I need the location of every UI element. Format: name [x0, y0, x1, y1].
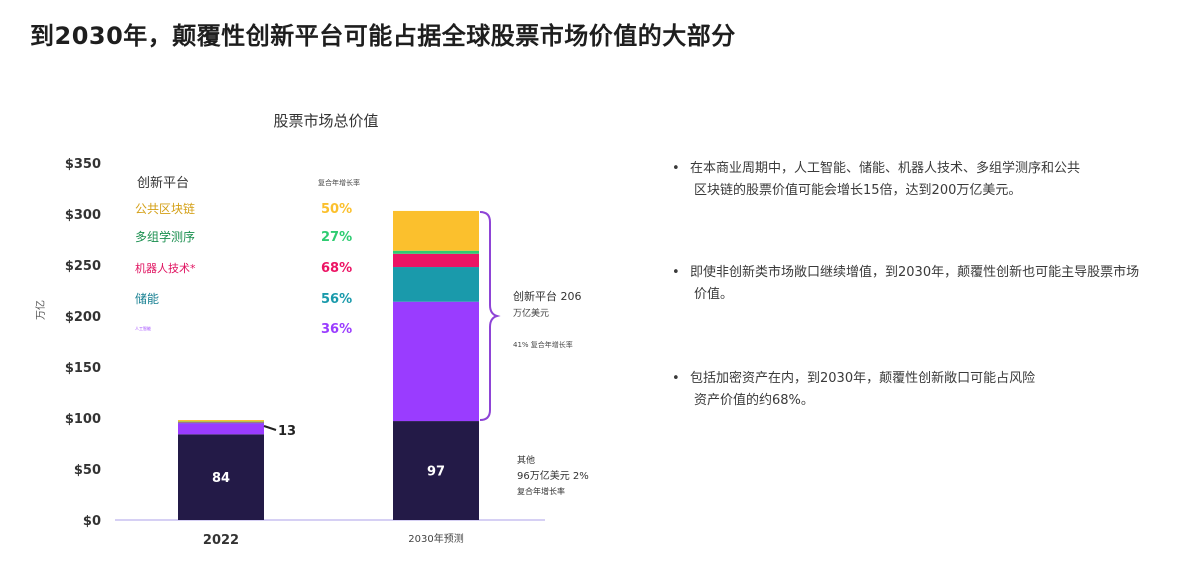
- legend-header: 创新平台: [137, 175, 189, 191]
- bar-segment-robotics: [178, 422, 264, 423]
- platform-bracket: [479, 211, 501, 421]
- bar-value-label: 84: [212, 471, 230, 486]
- annotation-2022: 13: [278, 424, 296, 439]
- bullet-dot: •: [672, 371, 680, 386]
- bar-segment-other: [393, 421, 479, 520]
- y-tick-label: $350: [65, 157, 101, 172]
- legend-item-rate: 27%: [321, 230, 352, 245]
- y-tick-label: $300: [65, 208, 101, 223]
- bullet-text-line: 即使非创新类市场敞口继续增值，到2030年，颠覆性创新也可能主导股票市场: [690, 265, 1140, 280]
- other-annotation: 其他: [517, 454, 535, 466]
- bar-segment-ai: [393, 301, 479, 422]
- legend-item-rate: 56%: [321, 292, 352, 307]
- legend-rate-header: 复合年增长率: [318, 178, 360, 187]
- x-tick-label: 2030年预测: [408, 532, 463, 545]
- y-tick-label: $150: [65, 361, 101, 376]
- legend-item-label: 公共区块链: [135, 201, 195, 216]
- bar-segment-multiomics: [393, 250, 479, 254]
- bar-segment-storage: [178, 422, 264, 424]
- bar-segment-other: [178, 434, 264, 520]
- bullet-text-line: 资产价值的约68%。: [694, 393, 814, 408]
- legend-item-rate: 36%: [321, 322, 352, 337]
- platform-annotation: 万亿美元: [513, 307, 549, 319]
- other-annotation: 复合年增长率: [517, 486, 565, 496]
- legend-item-rate: 68%: [321, 261, 352, 276]
- bar-segment-blockchain: [393, 210, 479, 251]
- y-tick-label: $200: [65, 310, 101, 325]
- bullet-dot: •: [672, 161, 680, 176]
- legend-item-label: 多组学测序: [135, 229, 195, 244]
- bar-segment-blockchain: [178, 420, 264, 422]
- other-annotation: 96万亿美元 2%: [517, 469, 589, 482]
- bullet-text-line: 包括加密资产在内，到2030年，颠覆性创新敞口可能占风险: [690, 371, 1036, 386]
- bullet-text-line: 区块链的股票价值可能会增长15倍，达到200万亿美元。: [694, 183, 1022, 198]
- bullet-dot: •: [672, 265, 680, 280]
- platform-annotation: 创新平台 206: [513, 289, 582, 303]
- leader-line: [263, 425, 277, 431]
- y-axis-label: 万亿: [34, 300, 47, 320]
- y-tick-label: $250: [65, 259, 101, 274]
- bar-segment-multiomics: [178, 421, 264, 423]
- chart-title: 股票市场总价值: [273, 112, 378, 130]
- legend-item-rate: 50%: [321, 202, 352, 217]
- bullet-text-line: 价值。: [694, 287, 734, 302]
- legend-item-label: 机器人技术*: [135, 261, 196, 275]
- y-tick-label: $100: [65, 412, 101, 427]
- legend-item-label: 人工智能: [135, 325, 151, 331]
- bar-segment-robotics: [393, 253, 479, 268]
- legend-item-label: 储能: [135, 291, 159, 306]
- bullet-text-line: 在本商业周期中，人工智能、储能、机器人技术、多组学测序和公共: [690, 161, 1081, 176]
- bar-segment-storage: [393, 267, 479, 302]
- x-tick-label: 2022: [203, 533, 239, 548]
- stacked-bar-chart: 股票市场总价值 万亿 $0 $50 $100 $150 $200 $250 $300 $350…: [34, 112, 589, 548]
- y-tick-label: $0: [83, 514, 101, 529]
- bar-value-label: 97: [427, 465, 445, 480]
- bar-segment-ai: [178, 423, 264, 435]
- page-title: 到2030年，颠覆性创新平台可能占据全球股票市场价值的大部分: [30, 22, 736, 50]
- y-tick-label: $50: [74, 463, 101, 478]
- platform-annotation: 41% 复合年增长率: [513, 340, 573, 349]
